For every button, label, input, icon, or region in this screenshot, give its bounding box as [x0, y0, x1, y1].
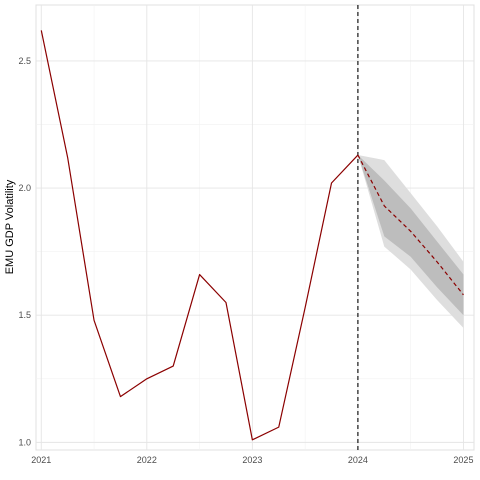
y-axis-ticks: 1.0 1.5 2.0 2.5 [18, 56, 31, 447]
inner-interval-band [357, 155, 464, 316]
x-tick-label: 2024 [348, 455, 368, 465]
y-tick-label: 2.0 [18, 183, 31, 193]
x-tick-label: 2022 [137, 455, 157, 465]
x-tick-label: 2025 [453, 455, 473, 465]
forecast-line [357, 154, 464, 296]
x-axis-ticks: 2021 2022 2023 2024 2025 [31, 455, 473, 465]
y-tick-label: 2.5 [18, 56, 31, 66]
forecast-intervals [357, 155, 464, 328]
x-tick-label: 2021 [31, 455, 51, 465]
x-tick-label: 2023 [242, 455, 262, 465]
major-grid [36, 5, 474, 450]
observed-line [40, 30, 359, 441]
y-axis-title: EMU GDP Volatility [4, 179, 16, 274]
y-tick-label: 1.0 [18, 437, 31, 447]
series-lines [40, 30, 464, 441]
y-tick-label: 1.5 [18, 310, 31, 320]
